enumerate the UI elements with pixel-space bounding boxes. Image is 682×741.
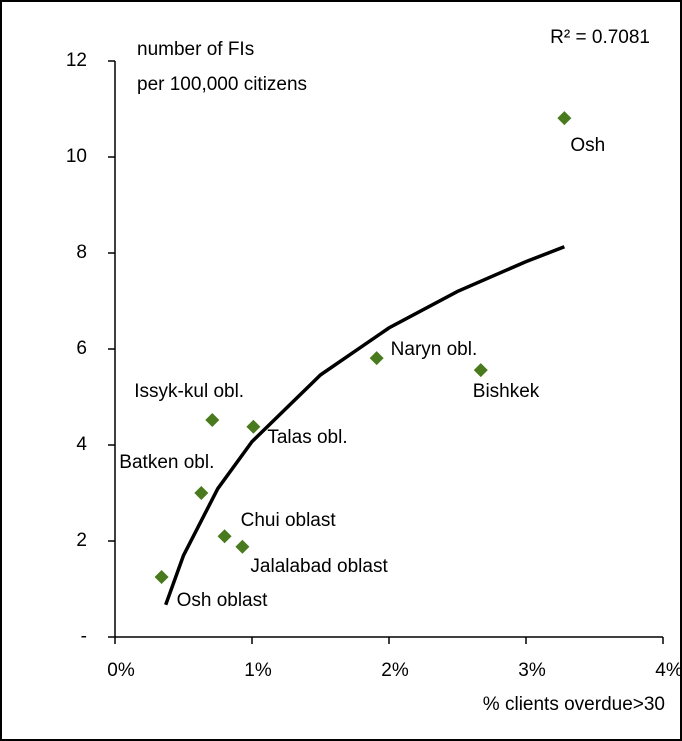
y-tick-label: 10 — [66, 146, 87, 167]
point-label: Jalalabad oblast — [250, 556, 388, 577]
annotation: number of FIs — [137, 39, 254, 60]
y-tick-label: 12 — [66, 50, 87, 71]
point — [369, 351, 384, 366]
point-label: Bishkek — [473, 381, 540, 402]
y-tick-label: 8 — [76, 242, 87, 263]
point — [235, 539, 250, 554]
point — [205, 413, 220, 428]
y-tick-label: 6 — [76, 338, 87, 359]
point-label: Chui oblast — [241, 510, 337, 531]
point-label: Naryn obl. — [391, 339, 478, 360]
annotation: per 100,000 citizens — [137, 74, 307, 95]
y-tick-label: 4 — [76, 434, 87, 455]
trendline — [164, 245, 565, 606]
x-tick-label: 4% — [655, 660, 682, 681]
point-label: Talas obl. — [267, 427, 347, 448]
point — [194, 486, 209, 500]
point — [557, 111, 572, 126]
r-squared: R² = 0.7081 — [550, 27, 650, 48]
x-axis-label: % clients overdue>30 — [483, 694, 665, 715]
y-tick-label: 2 — [76, 530, 87, 551]
point — [246, 419, 261, 434]
point-label: Osh oblast — [177, 590, 269, 611]
point-label: Issyk-kul obl. — [134, 381, 244, 402]
point — [473, 363, 488, 378]
x-tick-label: 2% — [381, 660, 409, 681]
x-tick-label: 0% — [107, 660, 135, 681]
point — [154, 570, 169, 584]
point-label: Batken obl. — [119, 452, 214, 473]
point — [217, 529, 232, 544]
y-tick-label: - — [81, 626, 87, 647]
x-tick-label: 1% — [244, 660, 272, 681]
point-label: Osh — [570, 135, 605, 156]
x-tick-label: 3% — [518, 660, 546, 681]
